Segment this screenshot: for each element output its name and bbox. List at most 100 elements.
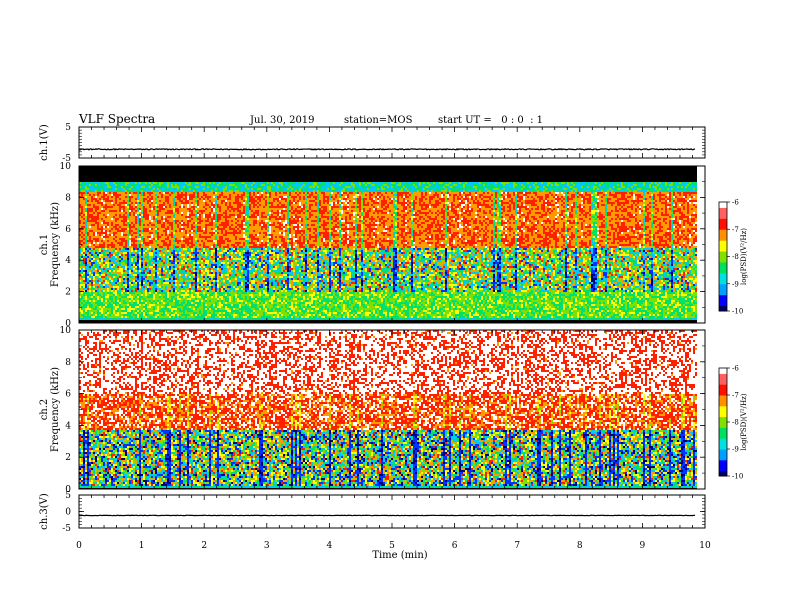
spectrogram-cell <box>117 198 119 200</box>
spectrogram-cell <box>201 226 203 228</box>
spectrogram-cell <box>135 208 137 210</box>
spectrogram-cell <box>141 218 143 220</box>
spectrogram-cell <box>131 200 133 202</box>
spectrogram-cell <box>187 292 189 294</box>
spectrogram-cell <box>139 182 141 184</box>
spectrogram-cell <box>89 258 91 260</box>
spectrogram-cell <box>153 262 155 264</box>
spectrogram-cell <box>191 238 193 240</box>
spectrogram-cell <box>95 268 97 270</box>
spectrogram-cell <box>145 218 147 220</box>
spectrogram-cell <box>83 308 85 310</box>
spectrogram-cell <box>199 312 201 314</box>
spectrogram-cell <box>137 290 139 292</box>
spectrogram-cell <box>131 224 133 226</box>
spectrogram-cell <box>189 248 191 250</box>
spectrogram-cell <box>191 304 193 306</box>
spectrogram-cell <box>101 246 103 248</box>
spectrogram-cell <box>83 216 85 218</box>
spectrogram-cell <box>137 216 139 218</box>
spectrogram-cell <box>83 246 85 248</box>
spectrogram-cell <box>123 296 125 298</box>
spectrogram-cell <box>139 234 141 236</box>
spectrogram-cell <box>139 208 141 210</box>
spectrogram-cell <box>157 264 159 266</box>
spectrogram-cell <box>155 244 157 246</box>
spectrogram-cell <box>197 208 199 210</box>
spectrogram-cell <box>157 270 159 272</box>
spectrogram-cell <box>87 298 89 300</box>
spectrogram-cell <box>85 208 87 210</box>
spectrogram-cell <box>195 216 197 218</box>
spectrogram-cell <box>85 218 87 220</box>
spectrogram-cell <box>145 198 147 200</box>
spectrogram-cell <box>143 298 145 300</box>
spectrogram-cell <box>101 286 103 288</box>
spectrogram-cell <box>187 274 189 276</box>
spectrogram-cell <box>175 206 177 208</box>
spectrogram-cell <box>117 196 119 198</box>
spectrogram-cell <box>139 176 141 178</box>
spectrogram-cell <box>167 200 169 202</box>
spectrogram-cell <box>105 194 107 196</box>
spectrogram-cell <box>201 312 203 314</box>
spectrogram-cell <box>179 280 181 282</box>
spectrogram-cell <box>173 230 175 232</box>
spectrogram-cell <box>197 182 199 184</box>
spectrogram-cell <box>203 182 205 184</box>
spectrogram-cell <box>157 232 159 234</box>
spectrogram-cell <box>123 298 125 300</box>
spectrogram-cell <box>117 286 119 288</box>
spectrogram-cell <box>107 312 109 314</box>
spectrogram-cell <box>133 306 135 308</box>
spectrogram-cell <box>183 282 185 284</box>
spectrogram-cell <box>147 202 149 204</box>
spectrogram-cell <box>185 210 187 212</box>
spectrogram-cell <box>159 312 161 314</box>
spectrogram-cell <box>121 312 123 314</box>
spectrogram-cell <box>143 196 145 198</box>
spectrogram-cell <box>159 258 161 260</box>
spectrogram-cell <box>153 214 155 216</box>
spectrogram-cell <box>169 300 171 302</box>
spectrogram-cell <box>125 262 127 264</box>
spectrogram-cell <box>155 296 157 298</box>
spectrogram-cell <box>193 232 195 234</box>
spectrogram-cell <box>141 304 143 306</box>
spectrogram-cell <box>155 218 157 220</box>
spectrogram-cell <box>171 170 173 172</box>
spectrogram-cell <box>155 288 157 290</box>
spectrogram-cell <box>115 180 117 182</box>
spectrogram-cell <box>117 276 119 278</box>
spectrogram-cell <box>141 268 143 270</box>
spectrogram-cell <box>127 272 129 274</box>
spectrogram-cell <box>89 302 91 304</box>
spectrogram-cell <box>165 292 167 294</box>
spectrogram-cell <box>147 234 149 236</box>
spectrogram-cell <box>201 218 203 220</box>
spectrogram-cell <box>135 240 137 242</box>
spectrogram-cell <box>185 310 187 312</box>
spectrogram-cell <box>93 294 95 296</box>
spectrogram-cell <box>167 312 169 314</box>
spectrogram-cell <box>115 230 117 232</box>
spectrogram-cell <box>171 202 173 204</box>
spectrogram-cell <box>165 192 167 194</box>
spectrogram-cell <box>175 264 177 266</box>
spectrogram-cell <box>169 224 171 226</box>
spectrogram-cell <box>113 218 115 220</box>
spectrogram-cell <box>149 170 151 172</box>
spectrogram-cell <box>111 178 113 180</box>
spectrogram-cell <box>93 214 95 216</box>
spectrogram-cell <box>117 256 119 258</box>
spectrogram-cell <box>181 316 183 318</box>
spectrogram-cell <box>187 264 189 266</box>
spectrogram-cell <box>137 272 139 274</box>
spectrogram-cell <box>101 206 103 208</box>
spectrogram-cell <box>157 178 159 180</box>
spectrogram-cell <box>117 280 119 282</box>
spectrogram-cell <box>105 202 107 204</box>
spectrogram-cell <box>165 172 167 174</box>
spectrogram-cell <box>81 210 83 212</box>
spectrogram-cell <box>195 296 197 298</box>
